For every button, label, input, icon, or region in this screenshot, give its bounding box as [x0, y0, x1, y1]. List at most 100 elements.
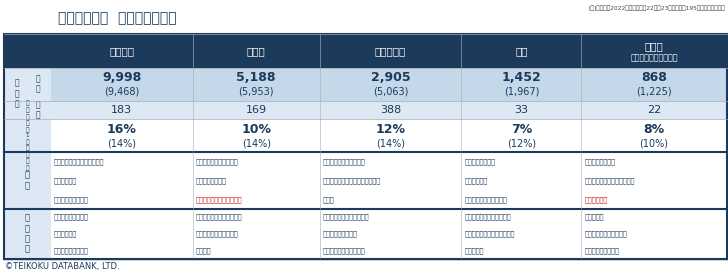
Bar [462, 68, 581, 101]
Bar [51, 119, 193, 152]
Bar [581, 152, 727, 209]
Bar [320, 35, 462, 68]
Bar [581, 68, 727, 101]
Text: 酒類・飲料: 酒類・飲料 [375, 46, 406, 56]
Text: 原材料価格の上昇: 原材料価格の上昇 [584, 158, 615, 165]
Text: ５
月: ５ 月 [36, 100, 40, 120]
Text: 調味料: 調味料 [247, 46, 266, 56]
Bar [581, 209, 727, 259]
Text: 食肉・水産品などの価格高騰: 食肉・水産品などの価格高騰 [54, 158, 104, 165]
Text: の上昇: の上昇 [323, 196, 334, 203]
Text: (14%): (14%) [242, 138, 271, 148]
Bar [462, 209, 581, 259]
Text: 加工食品: 加工食品 [109, 46, 134, 56]
Text: 輸入ワイン・ウィスキー類: 輸入ワイン・ウィスキー類 [323, 214, 369, 220]
Text: 物流費の上昇: 物流費の上昇 [464, 177, 488, 184]
Bar [193, 68, 320, 101]
Bar [193, 119, 320, 152]
Bar [193, 152, 320, 209]
Bar [193, 35, 320, 68]
Text: 8%: 8% [644, 123, 665, 136]
Text: 砂糖、食用油の価格高騰: 砂糖、食用油の価格高騰 [196, 158, 238, 165]
Text: (12%): (12%) [507, 138, 536, 148]
Bar [4, 209, 51, 259]
Bar [320, 101, 462, 119]
Text: エナジードリンク・豆乳: エナジードリンク・豆乳 [323, 247, 365, 254]
Text: 電気・ガス代の上昇: 電気・ガス代の上昇 [54, 196, 89, 203]
Bar [4, 35, 51, 68]
Bar [581, 101, 727, 119]
Bar [462, 35, 581, 68]
Text: 5,188: 5,188 [237, 71, 276, 84]
Bar [4, 152, 51, 209]
Bar [462, 101, 581, 119]
Text: 12%: 12% [376, 123, 405, 136]
Text: チルド麺・カップ麺: チルド麺・カップ麺 [54, 247, 89, 254]
Text: 主
な
食
品: 主 な 食 品 [25, 214, 30, 254]
Text: 乳幼児用粉ミルク類: 乳幼児用粉ミルク類 [584, 247, 619, 254]
Bar [4, 68, 51, 119]
Bar [51, 101, 193, 119]
Text: 米菓・アイスクリーム製品: 米菓・アイスクリーム製品 [464, 214, 511, 220]
Bar [462, 119, 581, 152]
Text: 乳製品: 乳製品 [644, 41, 663, 51]
Bar [462, 152, 581, 209]
Text: [注]（）内は2022年の実績値。22年・23年ともに計195社の値上げ品目数: [注]（）内は2022年の実績値。22年・23年ともに計195社の値上げ品目数 [588, 6, 725, 11]
Text: 10%: 10% [241, 123, 271, 136]
Text: 冷凍食品、水産缶詰: 冷凍食品、水産缶詰 [54, 214, 89, 220]
Text: 醤油、ソース、ケチャップ: 醤油、ソース、ケチャップ [196, 214, 242, 220]
Text: エネルギーコストの上昇: エネルギーコストの上昇 [464, 196, 507, 203]
Text: 背
景: 背 景 [25, 171, 30, 190]
Text: 9,998: 9,998 [102, 71, 141, 84]
Bar [320, 209, 462, 259]
Text: 飼料価格高騰: 飼料価格高騰 [584, 196, 607, 203]
Bar [581, 35, 727, 68]
Text: 値
上
げ
率
（
1
回
あ
た
り
）: 値 上 げ 率 （ 1 回 あ た り ） [25, 101, 29, 171]
Text: 食用油の価格高騰: 食用油の価格高騰 [464, 158, 495, 165]
Text: 16%: 16% [107, 123, 137, 136]
Text: ヨーグルト・乳酸菌飲料: ヨーグルト・乳酸菌飲料 [584, 230, 627, 237]
Text: 包装資材・運輸コストの上昇: 包装資材・運輸コストの上昇 [584, 177, 635, 184]
Bar [4, 119, 51, 152]
Text: だし製品: だし製品 [196, 247, 211, 254]
Text: (5,063): (5,063) [373, 86, 408, 96]
Text: (14%): (14%) [376, 138, 405, 148]
Text: 183: 183 [111, 105, 132, 115]
Bar [320, 152, 462, 209]
Bar [581, 119, 727, 152]
Text: 年
間: 年 間 [36, 74, 40, 94]
Text: 鶏卵の供給不足・価格高騰: 鶏卵の供給不足・価格高騰 [196, 196, 242, 203]
Text: （牛乳・ヨーグルト）: （牛乳・ヨーグルト） [630, 54, 678, 63]
Bar [193, 209, 320, 259]
Text: 388: 388 [380, 105, 401, 115]
Text: シリアル食品: シリアル食品 [54, 230, 77, 237]
Text: (5,953): (5,953) [239, 86, 274, 96]
Text: 缶・ペットボトルなど包装資材費: 缶・ペットボトルなど包装資材費 [323, 177, 381, 184]
Text: 169: 169 [245, 105, 266, 115]
Bar [51, 68, 193, 101]
Bar [51, 152, 193, 209]
Text: 1,452: 1,452 [502, 71, 541, 84]
Text: (10%): (10%) [639, 138, 668, 148]
Bar [193, 101, 320, 119]
Text: みそ・しょうゆ、香辛料: みそ・しょうゆ、香辛料 [196, 230, 238, 237]
Text: (14%): (14%) [107, 138, 136, 148]
Text: バック牛乳: バック牛乳 [584, 214, 604, 220]
Text: ©TEIKOKU DATABANK, LTD.: ©TEIKOKU DATABANK, LTD. [5, 262, 119, 271]
Text: 主な食品分野  価格改定の動向: 主な食品分野 価格改定の動向 [58, 11, 177, 25]
Text: 33: 33 [514, 105, 529, 115]
Text: (1,967): (1,967) [504, 86, 539, 96]
Bar [320, 119, 462, 152]
Bar [4, 35, 727, 259]
Bar [320, 68, 462, 101]
Text: 2,905: 2,905 [371, 71, 411, 84]
Text: 円安による輸入コスト増: 円安による輸入コスト増 [323, 158, 365, 165]
Text: スナック・チョコレート菓子: スナック・チョコレート菓子 [464, 230, 515, 237]
Text: 包装資材費の上昇: 包装資材費の上昇 [196, 177, 226, 184]
Text: 物流費の上昇: 物流費の上昇 [54, 177, 77, 184]
Text: ゼリー製品: ゼリー製品 [464, 247, 483, 254]
Bar [51, 35, 193, 68]
Text: (1,225): (1,225) [636, 86, 672, 96]
Text: 品
目
数: 品 目 数 [15, 79, 19, 108]
Text: 22: 22 [646, 105, 661, 115]
